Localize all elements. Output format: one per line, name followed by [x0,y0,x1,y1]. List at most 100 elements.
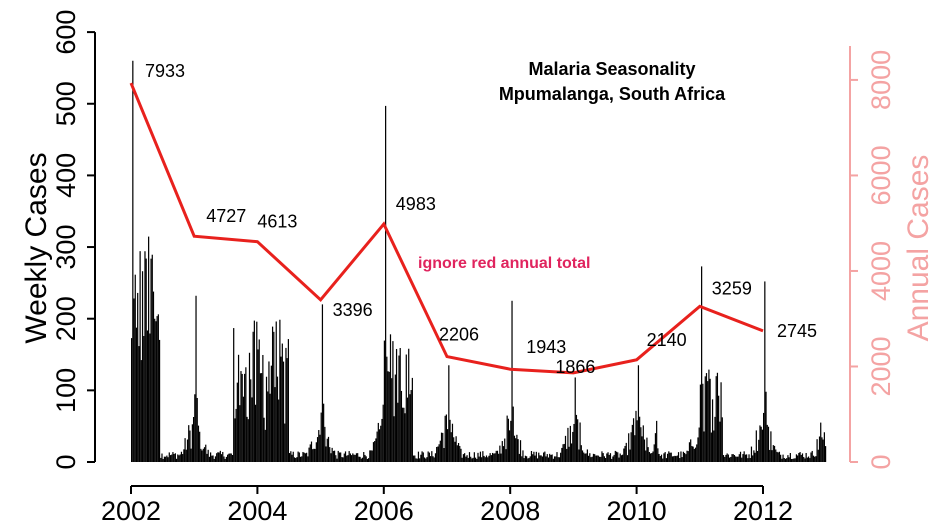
weekly-bar [643,439,646,462]
weekly-bar [687,451,689,462]
weekly-bar [649,453,652,462]
weekly-bar [790,458,793,462]
weekly-bar [494,453,496,462]
weekly-bar [714,416,716,462]
weekly-bar [337,450,339,462]
weekly-bar [625,442,627,462]
weekly-bar [468,452,471,462]
weekly-bar [615,451,618,462]
weekly-bar [398,355,400,462]
weekly-bar [584,453,586,462]
weekly-bar [699,384,702,462]
x-tick-label: 2002 [101,496,161,526]
weekly-bar [306,452,308,462]
weekly-bar [591,456,593,462]
weekly-bar [637,365,640,462]
weekly-bar [677,452,680,462]
weekly-bar [276,376,279,462]
weekly-bar [448,365,450,462]
weekly-bar [510,420,512,462]
weekly-bar [296,457,298,462]
weekly-bar [353,454,355,462]
weekly-bar [470,456,472,462]
weekly-bar [658,453,660,462]
weekly-bar [522,450,524,462]
weekly-bar [577,419,579,462]
weekly-bar [236,382,238,462]
x-tick-label: 2010 [607,496,667,526]
weekly-bar [372,442,375,462]
weekly-bar [225,456,228,462]
weekly-bar [595,455,597,462]
weekly-bar [504,438,506,462]
weekly-bar [456,445,458,462]
weekly-bar [570,443,573,462]
weekly-bar [256,321,258,462]
weekly-bar [782,454,784,462]
weekly-bar [702,383,704,462]
weekly-bar [482,451,484,462]
weekly-bar [269,393,271,462]
weekly-bar [806,457,808,462]
weekly-bar [555,456,557,462]
weekly-bar [549,453,551,462]
weekly-bar [230,453,232,462]
weekly-bar [698,427,700,462]
weekly-bar [662,458,664,462]
weekly-bar [228,453,230,462]
weekly-bar [350,455,353,462]
weekly-bar [754,452,756,462]
weekly-bar [474,457,477,462]
weekly-bar [587,455,590,462]
weekly-bar [329,447,331,462]
weekly-bar [481,457,483,462]
weekly-bar [641,436,643,462]
weekly-bar [185,449,187,462]
weekly-bar [506,415,508,462]
weekly-bar [371,450,373,462]
weekly-bar [547,457,550,462]
weekly-bar [721,417,723,462]
weekly-bar [355,453,358,462]
weekly-bar [550,454,552,462]
weekly-bar [352,453,354,462]
weekly-bar [354,454,356,462]
weekly-bar [527,458,529,462]
weekly-bar [410,390,412,462]
weekly-bar [318,430,320,462]
weekly-bar [728,457,731,462]
weekly-bar [792,458,794,462]
weekly-bar [184,438,186,462]
weekly-bar [485,455,488,462]
weekly-bar [670,452,672,462]
weekly-bar [388,371,390,462]
weekly-bar [298,452,300,462]
weekly-bar [292,451,294,462]
weekly-bar [507,418,509,462]
weekly-bar [752,455,754,462]
weekly-bar [261,373,263,462]
weekly-bar [500,453,502,462]
weekly-bar [308,447,310,462]
weekly-bar [195,295,197,462]
weekly-bar [392,341,394,462]
weekly-bar [393,416,395,462]
weekly-bar [583,452,585,462]
weekly-bar [701,266,703,462]
weekly-bar [287,339,289,462]
weekly-bar [536,458,539,462]
weekly-bar [201,450,203,462]
weekly-bar [378,429,381,462]
weekly-bar [748,454,750,462]
weekly-cases-bars [131,60,827,463]
weekly-bar [772,445,774,462]
weekly-bar [640,427,642,462]
weekly-bar [382,404,384,462]
weekly-bar [154,318,156,462]
weekly-bar [281,343,283,462]
weekly-bar [744,454,746,462]
weekly-bar [284,423,286,462]
weekly-bar [167,457,169,462]
weekly-bar [341,457,343,462]
weekly-bar [611,458,613,462]
